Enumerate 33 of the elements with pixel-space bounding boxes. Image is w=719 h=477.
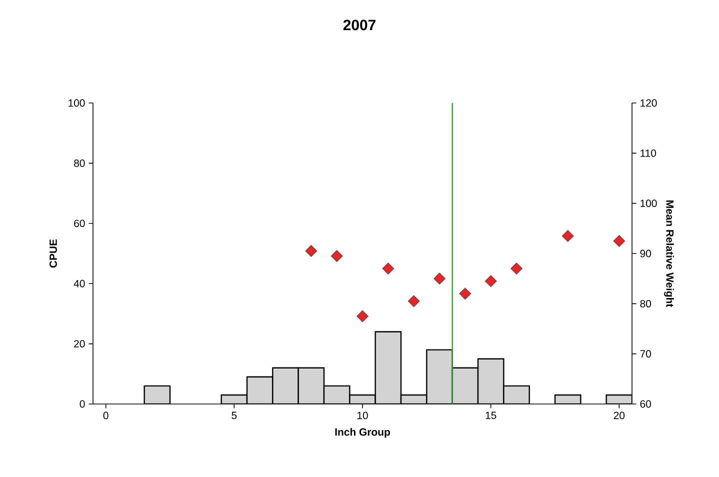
point bbox=[562, 230, 574, 242]
point bbox=[356, 310, 368, 322]
y-tick-label: 40 bbox=[74, 280, 85, 288]
y-tick-label: 80 bbox=[74, 160, 85, 167]
y-tick-label: 100 bbox=[68, 99, 85, 107]
y2-tick-label: 60 bbox=[640, 400, 651, 408]
y-axis-title: CPUE bbox=[50, 239, 57, 268]
x-tick-label: 20 bbox=[614, 412, 625, 420]
point bbox=[510, 262, 522, 274]
y-tick-label: 60 bbox=[74, 220, 85, 228]
y2-tick-label: 80 bbox=[640, 300, 651, 308]
point bbox=[382, 262, 394, 274]
point bbox=[459, 288, 472, 300]
x-axis-title: Inch Group bbox=[335, 428, 390, 438]
y2-tick-label: 90 bbox=[640, 250, 651, 258]
point bbox=[613, 235, 626, 247]
point bbox=[408, 295, 420, 308]
x-tick-label: 5 bbox=[232, 412, 237, 420]
y-tick-label: 0 bbox=[80, 400, 85, 408]
x-tick-label: 15 bbox=[486, 412, 496, 420]
chart-title: 2007 bbox=[343, 20, 376, 30]
point bbox=[434, 272, 446, 285]
y2-tick-label: 120 bbox=[640, 99, 657, 107]
x-tick-label: 10 bbox=[357, 412, 368, 420]
point bbox=[484, 275, 497, 288]
point bbox=[305, 245, 318, 257]
point bbox=[330, 250, 343, 262]
y2-tick-label: 70 bbox=[640, 350, 651, 358]
y-tick-label: 20 bbox=[74, 340, 85, 348]
y2-tick-label: 110 bbox=[640, 149, 656, 157]
x-tick-label: 0 bbox=[103, 412, 108, 420]
y2-tick-label: 100 bbox=[640, 200, 657, 208]
y2-axis-title: Mean Relative Weight bbox=[664, 200, 674, 308]
